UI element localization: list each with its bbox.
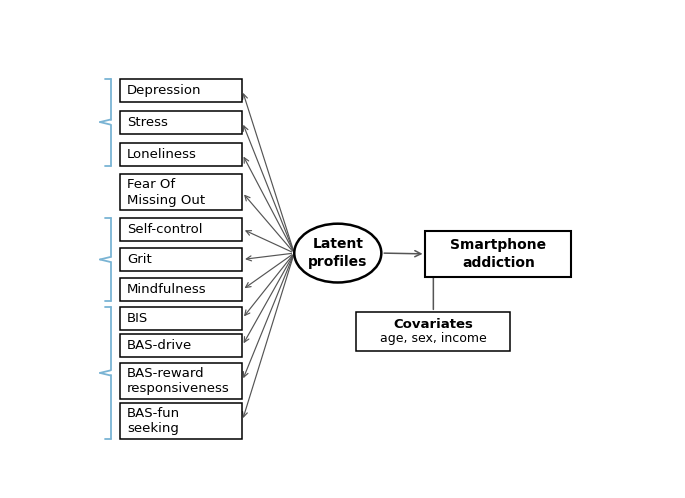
- FancyBboxPatch shape: [120, 278, 242, 301]
- Text: BIS: BIS: [127, 312, 148, 325]
- Text: BAS-fun
seeking: BAS-fun seeking: [127, 406, 180, 435]
- Text: Mindfulness: Mindfulness: [127, 283, 207, 296]
- Text: age, sex, income: age, sex, income: [380, 332, 487, 345]
- FancyBboxPatch shape: [120, 218, 242, 241]
- Text: Fear Of
Missing Out: Fear Of Missing Out: [127, 178, 206, 207]
- Text: Covariates: Covariates: [393, 318, 473, 331]
- Text: Smartphone
addiction: Smartphone addiction: [450, 238, 547, 270]
- FancyBboxPatch shape: [120, 111, 242, 133]
- Ellipse shape: [295, 224, 382, 282]
- FancyBboxPatch shape: [120, 79, 242, 102]
- Text: BAS-drive: BAS-drive: [127, 339, 192, 352]
- Text: Loneliness: Loneliness: [127, 147, 197, 160]
- FancyBboxPatch shape: [356, 312, 510, 351]
- FancyBboxPatch shape: [120, 142, 242, 165]
- Text: BAS-reward
responsiveness: BAS-reward responsiveness: [127, 367, 229, 395]
- FancyBboxPatch shape: [120, 307, 242, 330]
- FancyBboxPatch shape: [425, 231, 571, 277]
- Text: Depression: Depression: [127, 84, 201, 97]
- FancyBboxPatch shape: [120, 174, 242, 210]
- FancyBboxPatch shape: [120, 363, 242, 399]
- FancyBboxPatch shape: [120, 403, 242, 439]
- Text: Self-control: Self-control: [127, 223, 203, 236]
- Text: Latent
profiles: Latent profiles: [308, 237, 367, 269]
- Text: Grit: Grit: [127, 253, 152, 266]
- Text: Stress: Stress: [127, 116, 168, 128]
- FancyBboxPatch shape: [120, 248, 242, 271]
- FancyBboxPatch shape: [120, 334, 242, 357]
